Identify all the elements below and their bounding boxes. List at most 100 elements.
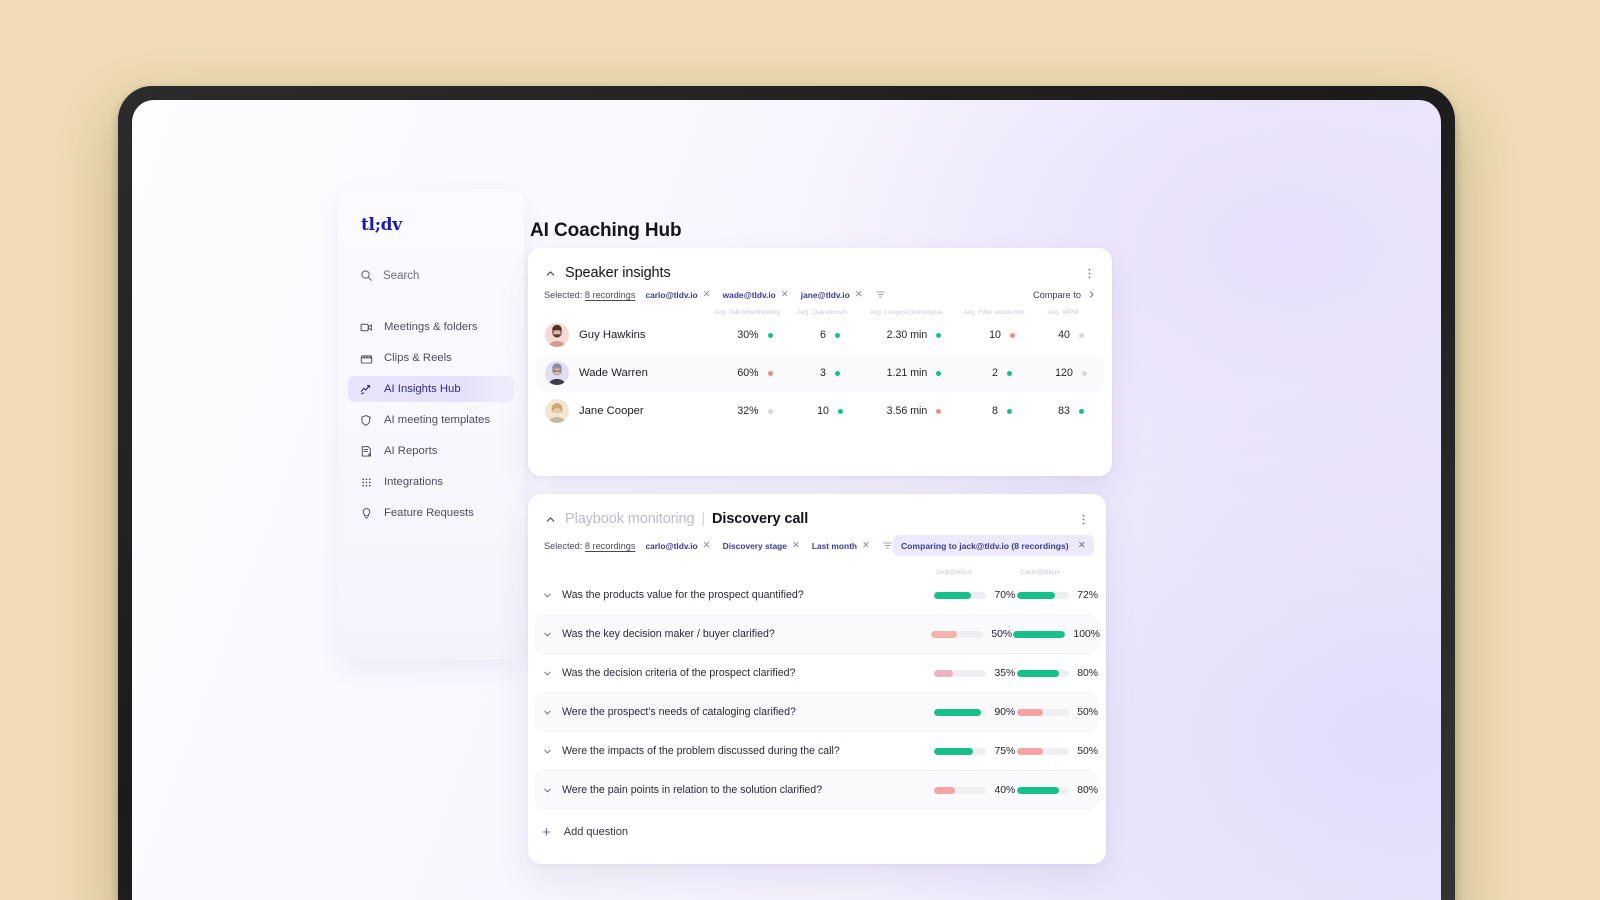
metric-carlo: 72% (1017, 590, 1100, 601)
list-item[interactable]: Were the prospect's needs of cataloging … (534, 693, 1100, 731)
metric-jack: 35% (934, 668, 1017, 679)
metric-value: 120 (1055, 367, 1073, 379)
status-dot (1078, 332, 1084, 338)
selected-recordings-label: Selected: 8 recordings (544, 540, 636, 551)
filter-chip-last-month[interactable]: Last month ✕ (811, 540, 870, 551)
close-icon[interactable]: ✕ (862, 540, 870, 551)
comparing-to-badge[interactable]: Comparing to jack@tldv.io (8 recordings)… (892, 535, 1094, 556)
lightbulb-icon (362, 507, 371, 518)
column-header: Avg. Longest monologue (869, 309, 943, 316)
sidebar-item-ai-meeting-templates[interactable]: AI meeting templates (348, 407, 514, 433)
metric-value: 60% (737, 367, 759, 379)
progress-bar (1017, 747, 1070, 755)
progress-bar (1017, 669, 1070, 677)
question-text: Were the impacts of the problem discusse… (562, 745, 840, 757)
app-logo[interactable]: tl;dv (361, 215, 402, 235)
status-dot (1006, 408, 1012, 414)
list-item[interactable]: Was the key decision maker / buyer clari… (534, 615, 1100, 653)
metric-value: 3.56 min (886, 405, 928, 417)
table-row[interactable]: Guy Hawkins 30% 6 2.30 min 10 40 (536, 316, 1104, 354)
sidebar-item-label: Meetings & folders (384, 321, 478, 333)
shield-sparkle-icon (361, 414, 371, 426)
compare-to-button[interactable]: Compare to (1033, 290, 1096, 300)
question-text: Was the key decision maker / buyer clari… (562, 628, 775, 640)
status-dot (1081, 370, 1087, 376)
plus-icon: + (542, 823, 551, 841)
chevron-down-icon[interactable] (542, 629, 553, 640)
filter-chip-wade[interactable]: wade@tldv.io ✕ (722, 289, 789, 300)
list-item[interactable]: Was the products value for the prospect … (534, 576, 1100, 614)
search-input[interactable]: Search (360, 269, 524, 282)
add-question-label: Add question (563, 826, 628, 838)
sidebar-nav-list: Meetings & folders Clips & Reels AI Insi… (338, 314, 524, 526)
playbook-filters: Selected: 8 recordings carlo@tldv.io ✕ Di… (528, 527, 1106, 556)
table-row[interactable]: Jane Cooper 32% 10 3.56 min 8 83 (536, 392, 1104, 430)
avatar (545, 399, 569, 423)
progress-bar (934, 669, 987, 677)
progress-value: 40% (994, 784, 1016, 796)
laptop-device-frame: tl;dv Search Meetings & folders (118, 86, 1455, 900)
filter-chip-discovery-stage[interactable]: Discovery stage ✕ (722, 540, 800, 551)
divider (542, 692, 1092, 693)
close-icon[interactable]: ✕ (702, 289, 711, 300)
metric-jack: 75% (934, 746, 1017, 757)
speaker-name: Guy Hawkins (579, 329, 646, 341)
status-dot (834, 370, 840, 376)
column-header: Avg. Talk time/meeting (713, 309, 781, 316)
chevron-up-icon[interactable] (544, 267, 557, 280)
metric-carlo: 50% (1017, 746, 1100, 757)
filter-icon[interactable] (875, 289, 886, 300)
filter-chip-carlo[interactable]: carlo@tldv.io ✕ (645, 289, 711, 300)
chevron-down-icon[interactable] (542, 590, 553, 601)
speaker-rows: Guy Hawkins 30% 6 2.30 min 10 40 Wade Wa… (528, 316, 1112, 430)
sidebar-item-label: AI Insights Hub (384, 383, 461, 395)
filter-icon[interactable] (882, 540, 893, 551)
kebab-menu-icon[interactable] (1083, 267, 1096, 280)
playbook-title-muted: Playbook monitoring (565, 511, 695, 527)
status-dot (936, 370, 942, 376)
metric-value: 40 (1058, 329, 1070, 341)
progress-bar (1017, 591, 1070, 599)
metric-jack: 90% (934, 707, 1017, 718)
selected-recordings-value[interactable]: 8 recordings (584, 540, 636, 551)
list-item[interactable]: Was the decision criteria of the prospec… (534, 654, 1100, 692)
close-icon[interactable]: ✕ (780, 289, 789, 300)
selected-recordings-value[interactable]: 8 recordings (584, 289, 636, 300)
metric-value: 2.30 min (886, 329, 928, 341)
progress-bar (934, 747, 987, 755)
add-question-button[interactable]: + Add question (528, 815, 1106, 849)
progress-bar (934, 786, 987, 794)
sidebar-item-meetings-folders[interactable]: Meetings & folders (348, 314, 514, 340)
list-item[interactable]: Were the pain points in relation to the … (534, 771, 1100, 809)
kebab-menu-icon[interactable] (1077, 513, 1090, 526)
filter-chip-carlo[interactable]: carlo@tldv.io ✕ (645, 540, 711, 551)
list-item[interactable]: Were the impacts of the problem discusse… (534, 732, 1100, 770)
progress-value: 80% (1077, 784, 1099, 796)
sidebar-item-clips-reels[interactable]: Clips & Reels (348, 345, 514, 371)
close-icon[interactable]: ✕ (1077, 540, 1086, 551)
avatar (545, 323, 569, 347)
speaker-column-headers: Avg. Talk time/meeting Avg. Questions/h … (528, 309, 1112, 316)
chevron-down-icon[interactable] (542, 668, 553, 679)
progress-value: 50% (991, 628, 1013, 640)
chevron-down-icon[interactable] (542, 785, 553, 796)
speaker-insights-filters: Selected: 8 recordings carlo@tldv.io ✕ wa… (528, 281, 1112, 300)
table-row[interactable]: Wade Warren 60% 3 1.21 min 2 120 (536, 354, 1104, 392)
speaker-name: Wade Warren (579, 367, 648, 379)
sidebar-item-integrations[interactable]: Integrations (348, 469, 514, 495)
metric-value: 2 (992, 367, 998, 379)
close-icon[interactable]: ✕ (702, 540, 711, 551)
close-icon[interactable]: ✕ (854, 289, 863, 300)
chevron-down-icon[interactable] (542, 707, 553, 718)
filter-chip-jane[interactable]: jane@tldv.io ✕ (800, 289, 863, 300)
title-divider: | (701, 511, 706, 527)
sidebar-item-ai-insights-hub[interactable]: AI Insights Hub (348, 376, 514, 402)
sidebar-item-feature-requests[interactable]: Feature Requests (348, 500, 514, 526)
avatar (545, 361, 569, 385)
sidebar-item-ai-reports[interactable]: AI Reports (348, 438, 514, 464)
page-title: AI Coaching Hub (530, 220, 682, 241)
chevron-down-icon[interactable] (542, 746, 553, 757)
close-icon[interactable]: ✕ (791, 540, 800, 551)
chevron-up-icon[interactable] (544, 513, 557, 526)
progress-value: 90% (994, 706, 1016, 718)
